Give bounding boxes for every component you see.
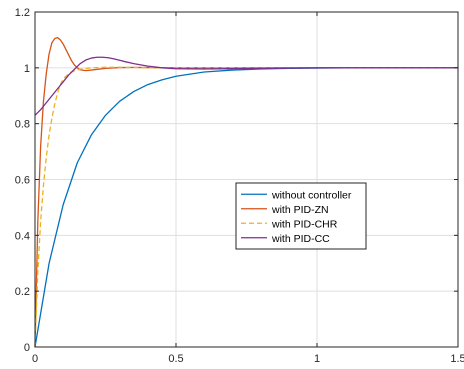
series-line-2 bbox=[34, 66, 458, 348]
y-tick-label: 0.2 bbox=[15, 286, 30, 298]
y-tick-label: 0 bbox=[24, 342, 30, 354]
x-tick-label: 1.5 bbox=[450, 353, 464, 365]
y-tick-label: 0.8 bbox=[15, 119, 30, 131]
y-tick-label: 0.6 bbox=[15, 175, 30, 187]
legend-label-3: with PID-CC bbox=[271, 233, 330, 245]
y-tick-label: 1.2 bbox=[15, 7, 30, 19]
series-layer bbox=[34, 37, 458, 348]
legend-label-1: with PID-ZN bbox=[271, 204, 329, 216]
series-line-3 bbox=[34, 56, 458, 116]
legend-label-2: with PID-CHR bbox=[271, 218, 338, 230]
legend-label-0: without controller bbox=[271, 189, 352, 201]
legend: without controller with PID-ZN with PID-CH… bbox=[235, 182, 367, 250]
x-tick-label: 0 bbox=[32, 353, 38, 365]
x-tick-label: 0.5 bbox=[168, 353, 183, 365]
x-tick-label: 1 bbox=[314, 353, 320, 365]
y-tick-label: 0.4 bbox=[15, 230, 30, 242]
y-tick-label: 1 bbox=[24, 63, 30, 75]
ticks: 0 0.5 1 1.5 0 0.2 0.4 0.6 0.8 1 1.2 bbox=[15, 7, 464, 365]
